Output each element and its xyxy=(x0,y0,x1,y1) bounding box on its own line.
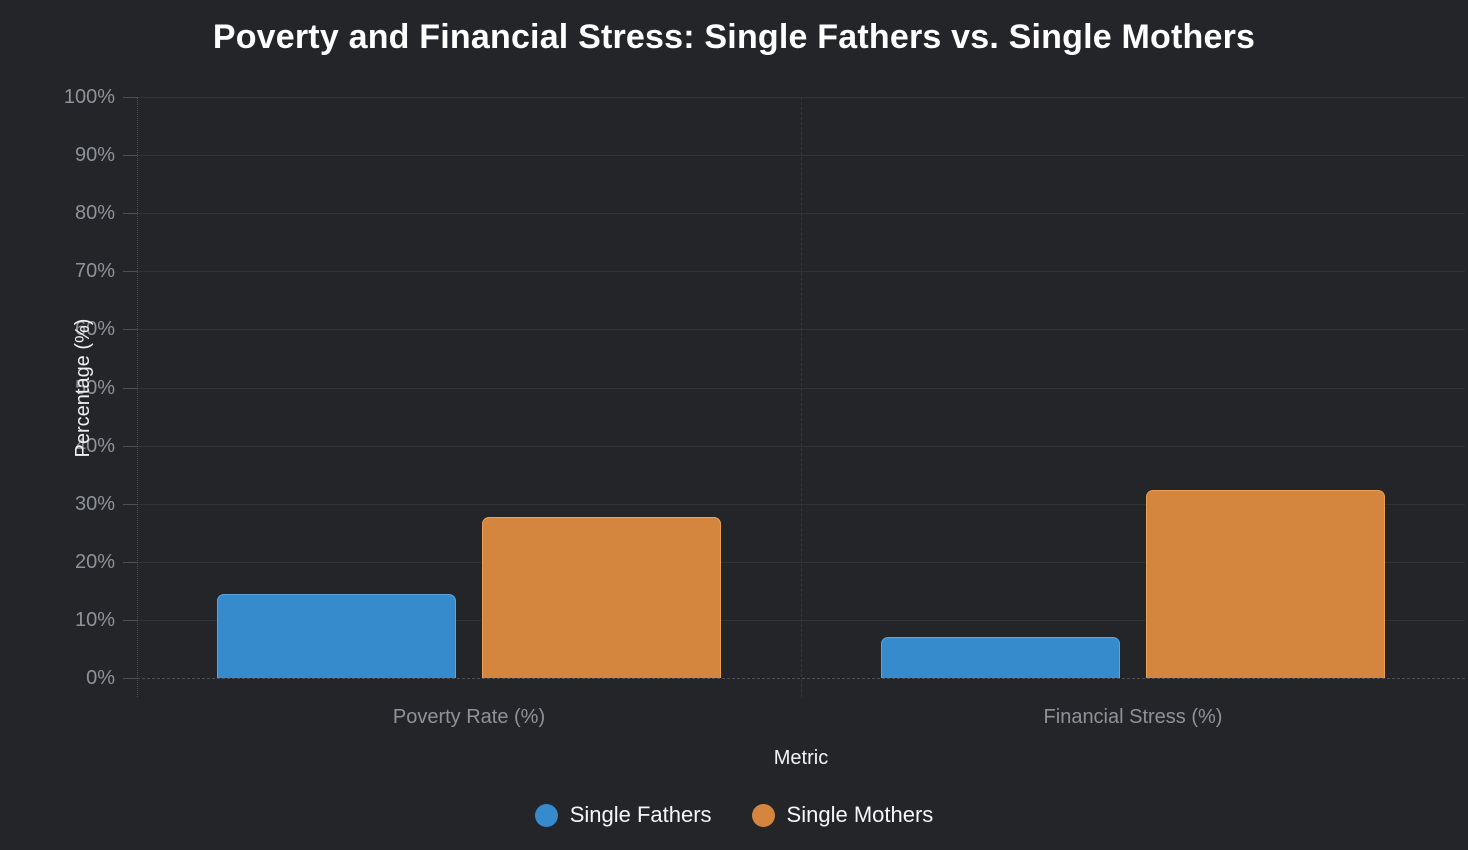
y-axis-title: Percentage (%) xyxy=(71,318,94,458)
category-divider xyxy=(801,97,802,697)
y-axis-tick xyxy=(123,97,137,98)
y-axis-tick xyxy=(123,387,137,389)
y-axis-tick xyxy=(123,678,137,679)
y-tick-label: 100% xyxy=(63,86,115,108)
y-tick-label: 80% xyxy=(74,202,115,225)
bar-single-fathers-1[interactable] xyxy=(217,594,456,678)
y-tick-label: 70% xyxy=(74,260,115,283)
y-axis-tick xyxy=(123,503,137,505)
legend-label: Single Fathers xyxy=(569,802,712,827)
y-tick-label: 10% xyxy=(74,608,115,631)
y-axis-tick xyxy=(123,271,137,273)
legend-swatch-icon xyxy=(534,803,558,827)
y-axis-tick xyxy=(123,213,137,215)
y-axis-tick xyxy=(123,445,137,447)
y-axis-tick xyxy=(123,561,137,563)
chart-title: Poverty and Financial Stress: Single Fat… xyxy=(212,18,1256,56)
chart-legend: Single Fathers Single Mothers xyxy=(0,802,1468,828)
bar-single-mothers-1[interactable] xyxy=(482,517,721,678)
x-tick-label: Poverty Rate (%) xyxy=(392,706,546,728)
y-tick-label: 60% xyxy=(74,318,115,341)
y-tick-label: 20% xyxy=(74,550,115,573)
legend-item-single-mothers[interactable]: Single Mothers xyxy=(751,802,934,828)
y-axis-tick xyxy=(123,155,137,157)
y-tick-label: 30% xyxy=(74,492,115,515)
y-axis-tick xyxy=(123,329,137,331)
bar-single-mothers-2[interactable] xyxy=(1146,490,1385,678)
y-tick-label: 90% xyxy=(74,144,115,167)
y-tick-label: 0% xyxy=(86,667,115,689)
legend-label: Single Mothers xyxy=(786,802,934,827)
x-axis-title: Metric xyxy=(773,747,829,769)
y-tick-label: 40% xyxy=(74,434,115,457)
legend-swatch-icon xyxy=(751,803,775,827)
y-axis-line xyxy=(137,97,138,697)
bar-single-fathers-2[interactable] xyxy=(881,637,1120,678)
x-tick-label: Financial Stress (%) xyxy=(1043,706,1223,728)
legend-item-single-fathers[interactable]: Single Fathers xyxy=(534,802,712,828)
y-axis-tick xyxy=(123,619,137,621)
y-tick-label: 50% xyxy=(74,376,115,399)
